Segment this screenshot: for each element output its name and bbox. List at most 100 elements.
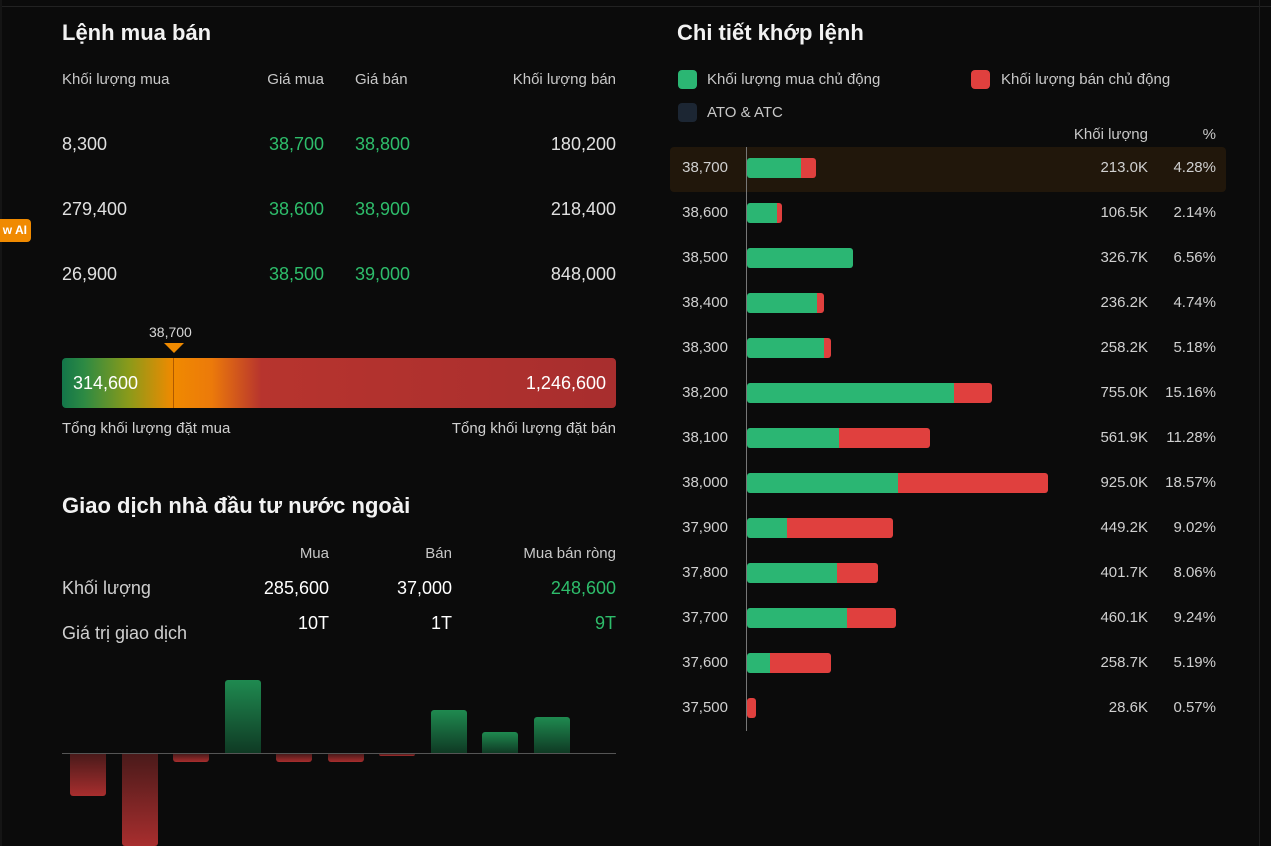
matched-volume: 326.7K [1100, 249, 1148, 266]
buy-volume-bar [747, 563, 838, 583]
matched-percent: 18.57% [1165, 474, 1216, 491]
foreign-value-net: 9T [594, 613, 616, 633]
buy-volume-bar [747, 158, 801, 178]
buy-volume-bar [747, 608, 848, 628]
right-edge [1259, 0, 1260, 846]
sell-volume-header: Khối lượng bán [512, 71, 616, 88]
foreign-volume-label: Khối lượng [62, 578, 151, 598]
matched-volume: 258.7K [1100, 654, 1148, 671]
buy-price: 38,600 [268, 199, 324, 219]
buy-volume: 279,400 [62, 199, 128, 219]
foreign-volume-buy: 285,600 [263, 578, 329, 598]
legend-sell-swatch [971, 70, 990, 89]
sell-volume-bar [787, 518, 893, 538]
matched-title: Chi tiết khớp lệnh [677, 20, 864, 45]
sell-price: 39,000 [355, 264, 411, 284]
sell-volume-bar [747, 698, 757, 718]
matched-axis-line [746, 147, 747, 731]
ai-badge-button[interactable]: w AI [0, 219, 31, 242]
buy-volume-bar [747, 248, 854, 268]
matched-volume: 213.0K [1100, 159, 1148, 176]
matched-volume-header: Khối lượng [1073, 126, 1148, 143]
matched-volume: 755.0K [1100, 384, 1148, 401]
sell-volume: 180,200 [550, 134, 616, 154]
current-price-marker-icon [164, 343, 184, 353]
foreign-net-bar [173, 754, 209, 762]
matched-volume: 236.2K [1100, 294, 1148, 311]
sell-volume-bar [837, 563, 878, 583]
legend-buy-swatch [678, 70, 697, 89]
buy-volume-bar [747, 518, 788, 538]
legend-buy-label: Khối lượng mua chủ động [707, 71, 881, 88]
matched-percent: 0.57% [1173, 699, 1216, 716]
matched-volume: 925.0K [1100, 474, 1148, 491]
order-book-title: Lệnh mua bán [62, 20, 212, 45]
matched-volume: 258.2K [1100, 339, 1148, 356]
current-price-marker-label: 38,700 [149, 324, 192, 340]
total-bar-separator [173, 358, 174, 408]
sell-volume-bar [898, 473, 1048, 493]
buy-price-header: Giá mua [267, 71, 324, 88]
matched-percent: 5.19% [1173, 654, 1216, 671]
foreign-volume-net: 248,600 [550, 578, 616, 598]
legend-ato-swatch [678, 103, 697, 122]
foreign-value-sell: 1T [430, 613, 452, 633]
matched-percent: 6.56% [1173, 249, 1216, 266]
buy-volume-bar [747, 653, 771, 673]
total-volume-bar [62, 358, 616, 408]
matched-price: 37,800 [682, 564, 728, 581]
sell-volume-bar [824, 338, 831, 358]
sell-volume-bar [770, 653, 832, 673]
foreign-net-bar [121, 754, 158, 846]
matched-price: 38,500 [682, 249, 728, 266]
foreign-net-bar [327, 754, 364, 762]
top-divider [0, 6, 1271, 7]
foreign-net-bar [276, 754, 312, 762]
buy-price: 38,500 [268, 264, 324, 284]
matched-percent: 5.18% [1173, 339, 1216, 356]
matched-price: 38,400 [682, 294, 728, 311]
total-buy-label: Tổng khối lượng đặt mua [62, 420, 231, 437]
sell-volume-bar [777, 203, 782, 223]
sell-price: 38,900 [355, 199, 411, 219]
buy-volume-bar [747, 473, 899, 493]
sell-volume-bar [953, 383, 993, 403]
matched-percent: 2.14% [1173, 204, 1216, 221]
buy-volume-bar [747, 383, 954, 403]
matched-volume: 561.9K [1100, 429, 1148, 446]
matched-volume: 106.5K [1100, 204, 1148, 221]
foreign-net-bar [533, 717, 570, 753]
foreign-buy-header: Mua [299, 545, 329, 562]
foreign-net-bar [70, 754, 106, 796]
matched-price: 37,600 [682, 654, 728, 671]
matched-volume: 28.6K [1108, 699, 1148, 716]
matched-percent: 4.28% [1173, 159, 1216, 176]
buy-volume-bar [747, 203, 778, 223]
total-sell-volume: 1,246,600 [525, 373, 606, 393]
matched-percent: 9.24% [1173, 609, 1216, 626]
sell-volume: 848,000 [550, 264, 616, 284]
sell-price: 38,800 [355, 134, 411, 154]
matched-percent: 15.16% [1165, 384, 1216, 401]
matched-price: 38,300 [682, 339, 728, 356]
legend-sell-label: Khối lượng bán chủ động [1001, 71, 1171, 88]
foreign-value-label: Giá trị giao dịch [62, 623, 188, 643]
sell-price-header: Giá bán [355, 71, 408, 88]
foreign-sell-header: Bán [425, 545, 452, 562]
buy-volume-bar [747, 293, 818, 313]
legend-ato-label: ATO & ATC [707, 104, 783, 121]
buy-volume-bar [747, 428, 840, 448]
matched-volume: 449.2K [1100, 519, 1148, 536]
foreign-net-bar [482, 732, 518, 753]
foreign-value-buy: 10T [297, 613, 329, 633]
sell-volume-bar [817, 293, 824, 313]
matched-price: 37,500 [682, 699, 728, 716]
buy-volume-bar [747, 338, 825, 358]
foreign-volume-sell: 37,000 [396, 578, 452, 598]
matched-volume: 460.1K [1100, 609, 1148, 626]
buy-volume: 26,900 [62, 264, 118, 284]
total-buy-volume: 314,600 [73, 373, 139, 393]
sell-volume-bar [839, 428, 930, 448]
matched-percent: 8.06% [1173, 564, 1216, 581]
matched-percent: 11.28% [1166, 429, 1216, 446]
